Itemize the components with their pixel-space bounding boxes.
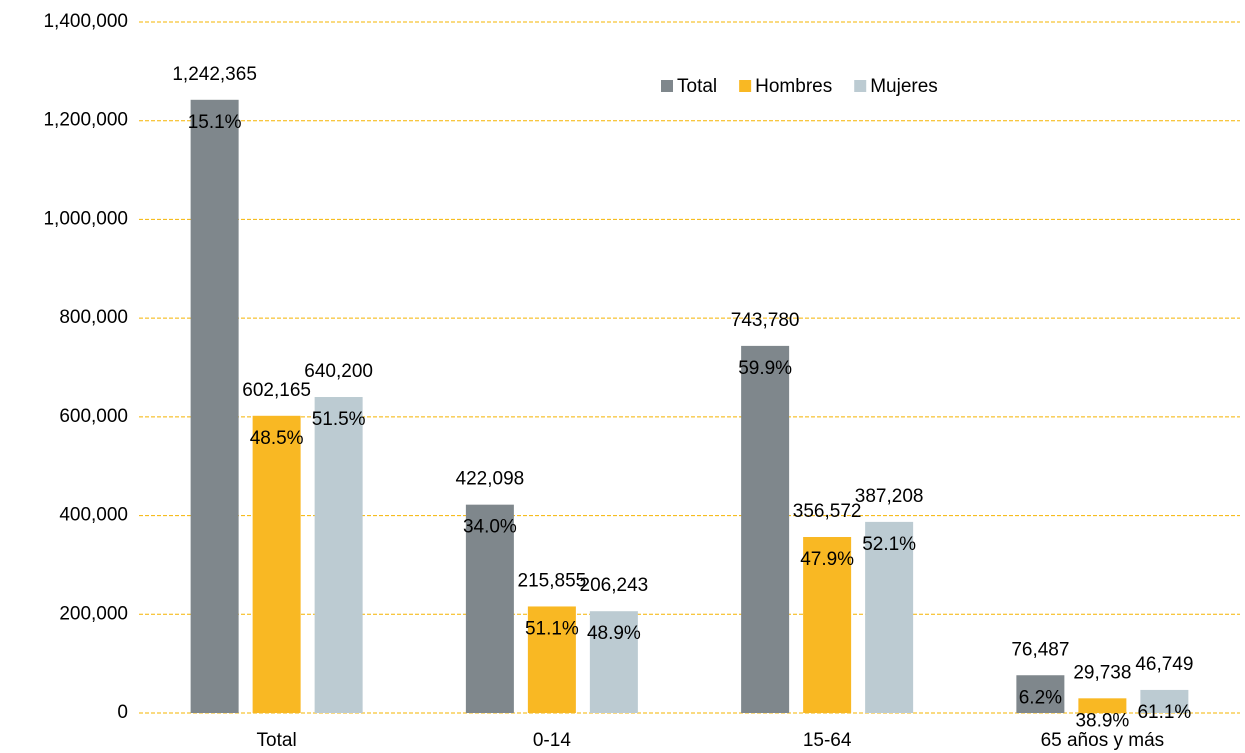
value-label: 356,572 xyxy=(793,501,862,522)
legend-swatch xyxy=(854,80,867,92)
value-label: 206,243 xyxy=(580,575,649,596)
bar xyxy=(465,504,514,713)
bar xyxy=(803,537,852,713)
percent-label: 61.1% xyxy=(1137,702,1191,723)
percent-label: 48.5% xyxy=(250,428,304,449)
percent-label: 51.5% xyxy=(312,409,366,430)
x-tick-label: 0-14 xyxy=(533,730,571,751)
bar xyxy=(1016,675,1065,713)
y-tick-label: 1,400,000 xyxy=(43,11,128,32)
bar xyxy=(252,415,301,713)
legend-swatch xyxy=(739,80,752,92)
legend-label: Total xyxy=(677,76,717,97)
x-tick-label: 65 años y más xyxy=(1041,730,1165,751)
value-label: 215,855 xyxy=(518,570,587,591)
y-tick-label: 1,200,000 xyxy=(43,110,128,131)
bar xyxy=(190,99,239,713)
y-tick-label: 1,000,000 xyxy=(43,208,128,229)
y-tick-label: 200,000 xyxy=(59,603,128,624)
value-label: 387,208 xyxy=(855,486,924,507)
x-tick-label: 15-64 xyxy=(803,730,852,751)
y-tick-label: 400,000 xyxy=(59,505,128,526)
percent-label: 6.2% xyxy=(1019,687,1062,708)
value-label: 422,098 xyxy=(456,469,525,490)
percent-label: 51.1% xyxy=(525,618,579,639)
value-label: 29,738 xyxy=(1073,662,1131,683)
bar xyxy=(314,397,363,713)
percent-label: 15.1% xyxy=(188,112,242,133)
bar xyxy=(527,606,576,713)
percent-label: 48.9% xyxy=(587,623,641,644)
percent-label: 47.9% xyxy=(800,549,854,570)
bar xyxy=(865,521,914,713)
legend-swatch xyxy=(661,80,673,92)
value-label: 640,200 xyxy=(304,361,373,382)
bar xyxy=(589,611,638,713)
value-label: 602,165 xyxy=(242,380,311,401)
y-tick-label: 600,000 xyxy=(59,406,128,427)
x-tick-label: Total xyxy=(257,730,297,751)
bar xyxy=(1078,698,1127,713)
y-tick-label: 800,000 xyxy=(59,307,128,328)
y-tick-label: 0 xyxy=(117,702,128,723)
value-label: 76,487 xyxy=(1011,639,1069,660)
value-label: 743,780 xyxy=(731,310,800,331)
bar xyxy=(741,345,790,713)
legend-label: Hombres xyxy=(755,76,832,97)
percent-label: 34.0% xyxy=(463,517,517,538)
value-label: 46,749 xyxy=(1135,654,1193,675)
value-label: 1,242,365 xyxy=(172,64,257,85)
legend-label: Mujeres xyxy=(870,76,938,97)
percent-label: 52.1% xyxy=(862,534,916,555)
percent-label: 38.9% xyxy=(1075,710,1129,731)
bar xyxy=(1140,689,1189,713)
percent-label: 59.9% xyxy=(738,358,792,379)
